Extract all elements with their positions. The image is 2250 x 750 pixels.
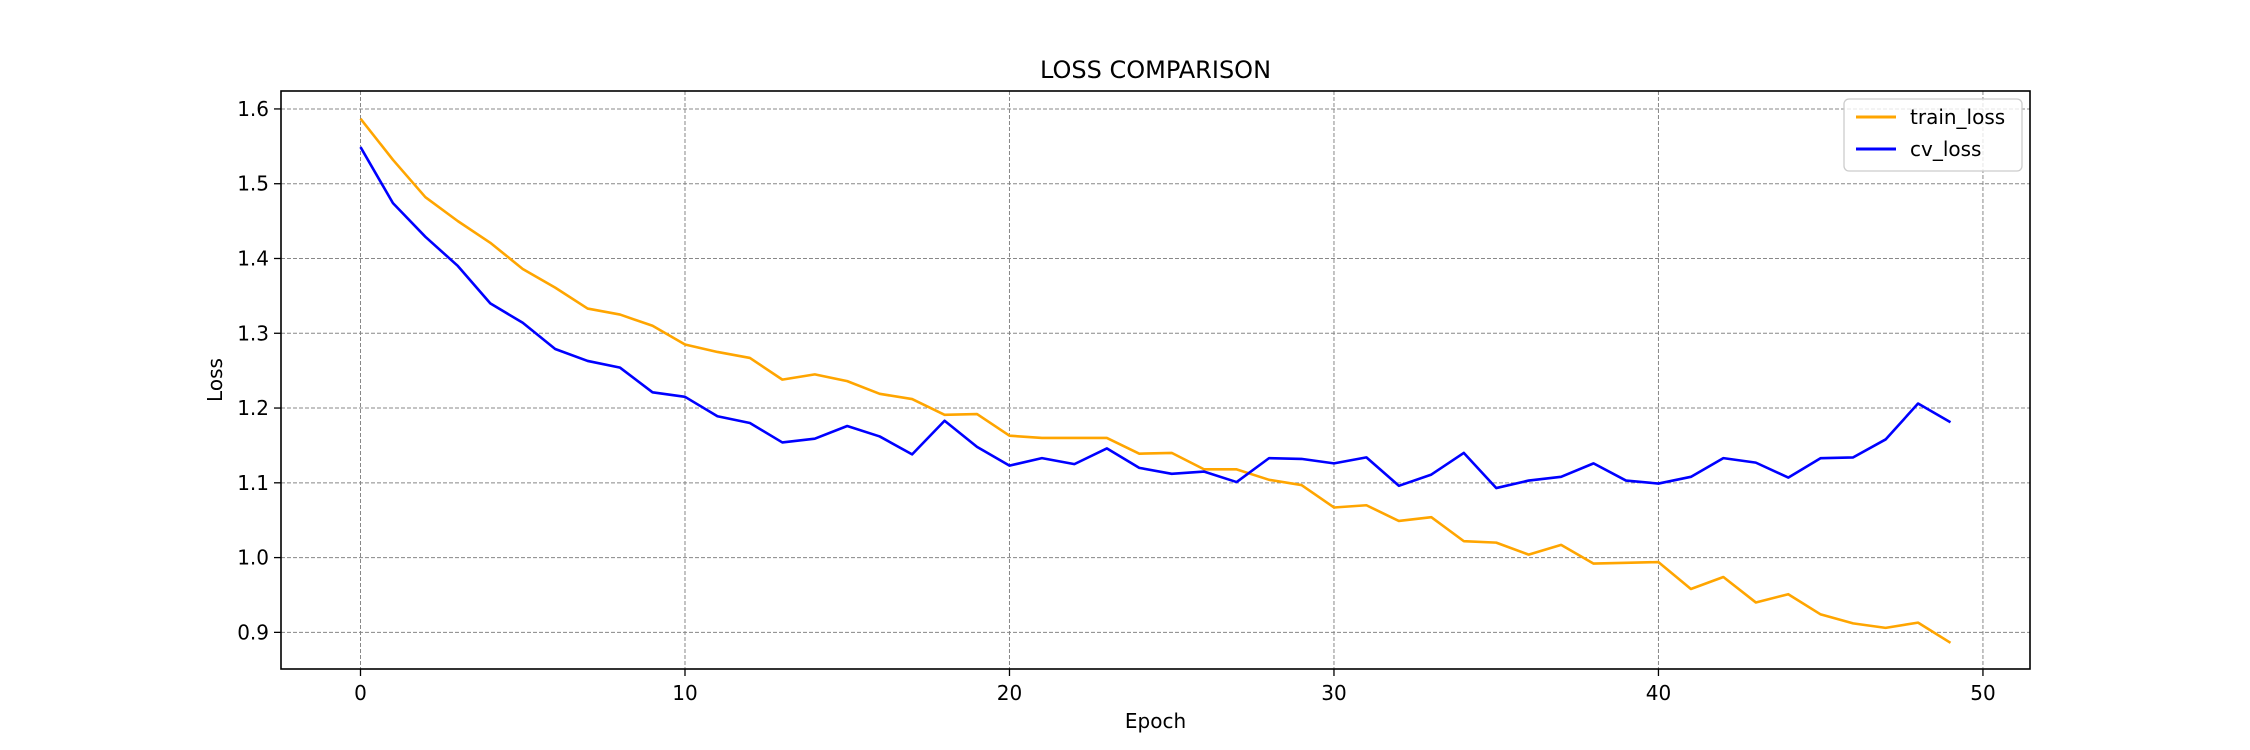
x-tick-label: 0 bbox=[354, 681, 367, 705]
x-tick-label: 40 bbox=[1646, 681, 1671, 705]
series-layer bbox=[359, 117, 1952, 644]
legend-label-cv-loss: cv_loss bbox=[1910, 137, 1981, 161]
y-tick-label: 1.5 bbox=[237, 172, 269, 196]
y-tick-label: 1.2 bbox=[237, 396, 269, 420]
series-line-train-loss bbox=[359, 117, 1952, 644]
x-tick-label: 10 bbox=[672, 681, 697, 705]
x-tick-label: 50 bbox=[1970, 681, 1995, 705]
y-axis-label: Loss bbox=[203, 358, 227, 402]
x-axis-label: Epoch bbox=[1125, 709, 1186, 733]
grid-lines bbox=[281, 91, 2030, 669]
y-tick-label: 1.3 bbox=[237, 321, 269, 345]
x-tick-label: 30 bbox=[1321, 681, 1346, 705]
legend-label-train-loss: train_loss bbox=[1910, 105, 2005, 129]
legend: train_loss cv_loss bbox=[1843, 98, 2023, 172]
y-tick-label: 0.9 bbox=[237, 620, 269, 644]
plot-frame bbox=[280, 90, 2031, 670]
y-tick-label: 1.6 bbox=[237, 97, 269, 121]
y-tick-label: 1.1 bbox=[237, 471, 269, 495]
y-tick-label: 1.4 bbox=[237, 246, 269, 270]
axis-ticks: 0 10 20 30 40 50 0.9 1.0 1.1 1.2 1.3 1.4 1.5 1.6 bbox=[237, 97, 1995, 705]
x-tick-label: 20 bbox=[997, 681, 1022, 705]
y-tick-label: 1.0 bbox=[237, 546, 269, 570]
chart-title: LOSS COMPARISON bbox=[1040, 56, 1271, 84]
series-line-cv-loss bbox=[359, 146, 1952, 490]
